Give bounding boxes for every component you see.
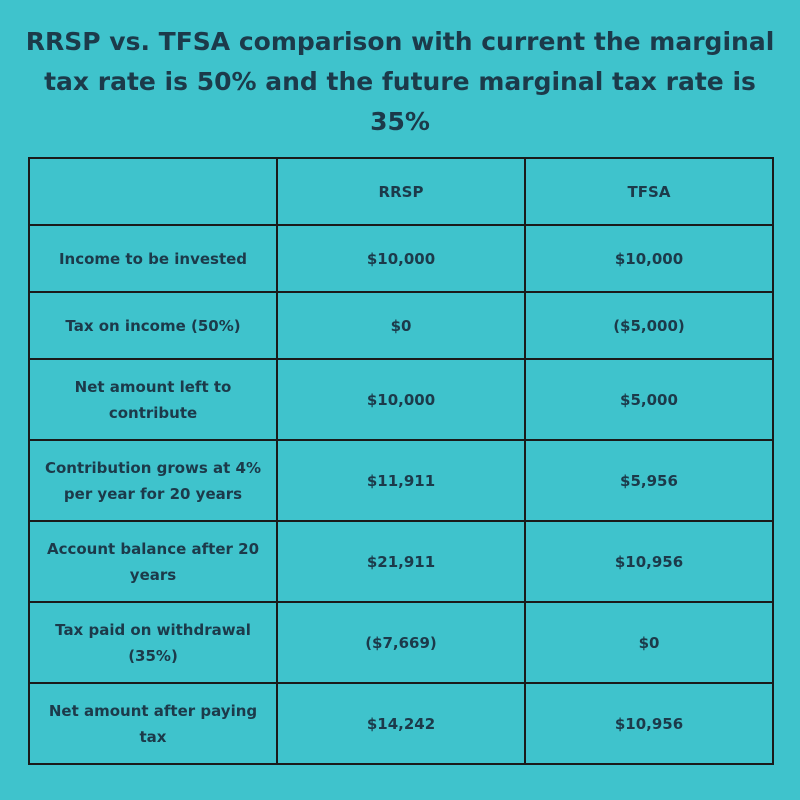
row-label: Income to be invested [28, 224, 278, 293]
table-row: Net amount left to contribute $10,000 $5… [28, 358, 774, 441]
rrsp-value: $10,000 [276, 358, 526, 441]
table-row: Net amount after paying tax $14,242 $10,… [28, 682, 774, 765]
rrsp-value: $21,911 [276, 520, 526, 603]
row-label: Contribution grows at 4% per year for 20… [28, 439, 278, 522]
rrsp-value: $14,242 [276, 682, 526, 765]
table-header-row: RRSP TFSA [28, 157, 774, 226]
rrsp-value: $0 [276, 291, 526, 360]
tfsa-value: ($5,000) [524, 291, 774, 360]
row-label: Net amount left to contribute [28, 358, 278, 441]
table-row: Account balance after 20 years $21,911 $… [28, 520, 774, 603]
rrsp-value: $10,000 [276, 224, 526, 293]
tfsa-value: $10,956 [524, 682, 774, 765]
header-rrsp: RRSP [276, 157, 526, 226]
row-label: Net amount after paying tax [28, 682, 278, 765]
tfsa-value: $10,000 [524, 224, 774, 293]
row-label: Account balance after 20 years [28, 520, 278, 603]
table-row: Tax paid on withdrawal (35%) ($7,669) $0 [28, 601, 774, 684]
page-title: RRSP vs. TFSA comparison with current th… [25, 27, 775, 136]
table-row: Tax on income (50%) $0 ($5,000) [28, 291, 774, 360]
row-label: Tax paid on withdrawal (35%) [28, 601, 278, 684]
tfsa-value: $0 [524, 601, 774, 684]
rrsp-value: ($7,669) [276, 601, 526, 684]
tfsa-value: $10,956 [524, 520, 774, 603]
table-row: Income to be invested $10,000 $10,000 [28, 224, 774, 293]
header-empty-cell [28, 157, 278, 226]
tfsa-value: $5,956 [524, 439, 774, 522]
comparison-table: RRSP TFSA Income to be invested $10,000 … [28, 157, 774, 765]
rrsp-value: $11,911 [276, 439, 526, 522]
row-label: Tax on income (50%) [28, 291, 278, 360]
table-row: Contribution grows at 4% per year for 20… [28, 439, 774, 522]
tfsa-value: $5,000 [524, 358, 774, 441]
header-tfsa: TFSA [524, 157, 774, 226]
